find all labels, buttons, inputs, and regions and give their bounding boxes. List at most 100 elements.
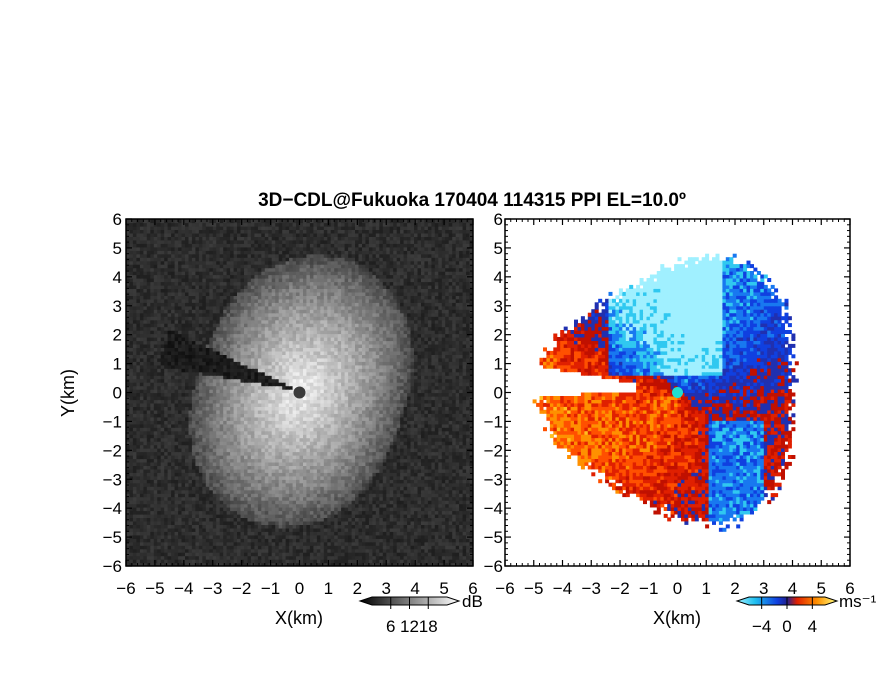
reflectivity-cell: [438, 555, 443, 560]
reflectivity-cell: [164, 493, 169, 498]
reflectivity-cell: [219, 541, 224, 546]
reflectivity-cell: [254, 451, 259, 456]
reflectivity-cell: [469, 531, 473, 536]
reflectivity-cell: [431, 396, 436, 401]
reflectivity-cell: [313, 500, 318, 505]
reflectivity-cell: [410, 451, 415, 456]
reflectivity-cell: [379, 541, 384, 546]
reflectivity-cell: [230, 486, 235, 491]
reflectivity-cell: [129, 413, 134, 418]
reflectivity-cell: [209, 392, 214, 397]
reflectivity-cell: [188, 507, 193, 512]
reflectivity-cell: [261, 489, 266, 494]
reflectivity-cell: [282, 562, 287, 566]
reflectivity-cell: [452, 513, 457, 518]
reflectivity-cell: [237, 545, 242, 550]
reflectivity-cell: [289, 416, 294, 421]
reflectivity-cell: [240, 479, 245, 484]
reflectivity-cell: [452, 496, 457, 501]
reflectivity-cell: [462, 416, 467, 421]
reflectivity-cell: [341, 468, 346, 473]
reflectivity-cell: [365, 527, 370, 532]
reflectivity-cell: [289, 461, 294, 466]
reflectivity-cell: [455, 496, 460, 501]
reflectivity-cell: [188, 503, 193, 508]
reflectivity-cell: [205, 552, 210, 557]
reflectivity-cell: [296, 465, 301, 470]
reflectivity-cell: [139, 520, 144, 525]
reflectivity-cell: [164, 496, 169, 501]
reflectivity-cell: [268, 489, 273, 494]
reflectivity-cell: [393, 451, 398, 456]
reflectivity-cell: [191, 510, 196, 515]
reflectivity-cell: [278, 479, 283, 484]
reflectivity-cell: [247, 534, 252, 539]
reflectivity-cell: [129, 441, 134, 446]
reflectivity-cell: [171, 392, 176, 397]
reflectivity-cell: [344, 427, 349, 432]
reflectivity-cell: [205, 531, 210, 536]
reflectivity-cell: [379, 420, 384, 425]
reflectivity-cell: [195, 392, 200, 397]
reflectivity-cell: [289, 399, 294, 404]
reflectivity-cell: [452, 448, 457, 453]
reflectivity-cell: [226, 534, 231, 539]
reflectivity-cell: [244, 527, 249, 532]
reflectivity-cell: [344, 517, 349, 522]
reflectivity-cell: [379, 444, 384, 449]
reflectivity-cell: [375, 427, 380, 432]
reflectivity-cell: [379, 402, 384, 407]
reflectivity-cell: [230, 465, 235, 470]
reflectivity-cell: [136, 500, 141, 505]
reflectivity-cell: [296, 527, 301, 532]
reflectivity-cell: [330, 444, 335, 449]
reflectivity-cell: [309, 493, 314, 498]
reflectivity-cell: [368, 503, 373, 508]
reflectivity-cell: [209, 402, 214, 407]
reflectivity-cell: [292, 517, 297, 522]
reflectivity-cell: [202, 538, 207, 543]
reflectivity-cell: [237, 465, 242, 470]
reflectivity-cell: [292, 513, 297, 518]
reflectivity-cell: [368, 441, 373, 446]
reflectivity-cell: [414, 538, 419, 543]
reflectivity-cell: [247, 507, 252, 512]
reflectivity-cell: [334, 552, 339, 557]
reflectivity-cell: [448, 513, 453, 518]
reflectivity-cell: [296, 409, 301, 414]
reflectivity-cell: [160, 437, 165, 442]
reflectivity-cell: [209, 510, 214, 515]
reflectivity-cell: [334, 468, 339, 473]
reflectivity-cell: [407, 472, 412, 477]
reflectivity-cell: [264, 437, 269, 442]
reflectivity-cell: [282, 513, 287, 518]
reflectivity-cell: [330, 552, 335, 557]
reflectivity-cell: [146, 510, 151, 515]
reflectivity-cell: [355, 475, 360, 480]
reflectivity-cell: [289, 437, 294, 442]
reflectivity-cell: [448, 496, 453, 501]
reflectivity-cell: [129, 552, 134, 557]
reflectivity-cell: [358, 548, 363, 553]
reflectivity-cell: [188, 409, 193, 414]
reflectivity-cell: [396, 493, 401, 498]
reflectivity-cell: [313, 503, 318, 508]
reflectivity-cell: [178, 541, 183, 546]
reflectivity-cell: [167, 413, 172, 418]
reflectivity-cell: [455, 430, 460, 435]
reflectivity-cell: [421, 448, 426, 453]
reflectivity-cell: [337, 458, 342, 463]
reflectivity-cell: [261, 538, 266, 543]
reflectivity-cell: [219, 479, 224, 484]
reflectivity-cell: [268, 448, 273, 453]
reflectivity-cell: [188, 458, 193, 463]
reflectivity-cell: [313, 517, 318, 522]
reflectivity-cell: [167, 409, 172, 414]
reflectivity-cell: [188, 482, 193, 487]
reflectivity-cell: [341, 562, 346, 566]
reflectivity-cell: [323, 413, 328, 418]
reflectivity-cell: [427, 531, 432, 536]
reflectivity-cell: [459, 507, 464, 512]
reflectivity-cell: [452, 455, 457, 460]
